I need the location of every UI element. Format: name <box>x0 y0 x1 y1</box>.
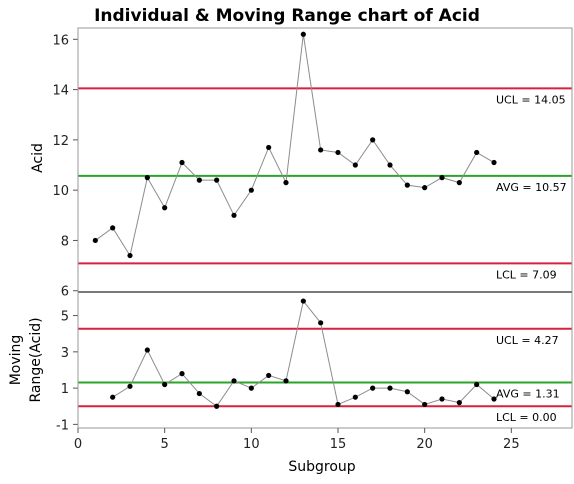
data-point <box>387 162 393 168</box>
limit-label: LCL = 7.09 <box>496 268 557 281</box>
data-point <box>404 182 410 188</box>
data-point <box>162 205 168 211</box>
data-point <box>456 400 462 406</box>
data-point <box>196 177 202 183</box>
limit-label: AVG = 1.31 <box>496 387 560 400</box>
data-point <box>474 381 480 388</box>
y-tick-label: 16 <box>52 33 69 48</box>
data-point <box>92 237 98 244</box>
y-tick-label: 14 <box>52 84 69 99</box>
y-tick-label: 3 <box>61 346 69 361</box>
data-point <box>318 320 324 326</box>
y-tick-label: 1 <box>61 382 69 397</box>
x-tick-label: 10 <box>243 437 260 452</box>
x-tick-label: 15 <box>330 437 347 452</box>
series-line <box>95 34 495 257</box>
data-point <box>491 396 497 402</box>
moving-range-y-axis-label-line2: Range(Acid) <box>28 317 44 402</box>
data-point <box>474 149 480 156</box>
data-point <box>214 177 220 183</box>
data-point <box>266 372 272 379</box>
data-point <box>404 389 410 395</box>
data-point <box>370 137 376 143</box>
moving-range-panel: -1 1 3 5 UCL = 4.27 AVG = 1.31 LCL = 0.00 <box>56 291 573 433</box>
y-tick-label: -1 <box>56 418 69 433</box>
panel-frame <box>77 27 573 293</box>
data-point <box>439 396 445 402</box>
data-point <box>283 180 289 186</box>
data-point <box>335 149 341 156</box>
moving-range-y-axis-label-line1: Moving <box>8 335 24 386</box>
data-point <box>370 385 376 391</box>
chart-title: Individual & Moving Range chart of Acid <box>94 6 480 26</box>
data-point <box>352 394 358 400</box>
individual-panel: 6 8 10 12 14 16 UCL = 14.05 AVG = 10.57 LCL = 7.… <box>52 27 573 300</box>
data-point <box>248 187 254 193</box>
limit-label: UCL = 14.05 <box>496 93 566 106</box>
data-point <box>179 159 185 166</box>
data-point <box>266 144 272 151</box>
data-point <box>422 401 428 408</box>
y-tick-label: 5 <box>61 310 69 325</box>
x-tick-label: 5 <box>161 437 169 452</box>
limit-label: AVG = 10.57 <box>496 181 567 194</box>
data-point <box>422 185 428 191</box>
data-point <box>144 175 150 181</box>
data-point <box>231 378 237 384</box>
data-point <box>300 298 306 304</box>
data-point <box>300 31 306 37</box>
data-point <box>439 175 445 181</box>
x-tick-label: 25 <box>503 437 520 452</box>
data-point <box>127 252 133 259</box>
data-point <box>196 390 202 397</box>
limit-label: UCL = 4.27 <box>496 334 559 347</box>
data-point <box>456 180 462 186</box>
data-point <box>127 383 133 389</box>
individual-y-axis-label: Acid <box>30 143 46 173</box>
data-point <box>491 159 497 166</box>
y-tick-label: 6 <box>61 285 69 300</box>
limit-label: LCL = 0.00 <box>496 411 557 424</box>
data-point <box>248 385 254 391</box>
data-point <box>162 381 168 388</box>
y-tick-label: 10 <box>52 184 69 199</box>
data-point <box>214 403 220 409</box>
y-tick-label: 12 <box>52 134 69 149</box>
x-tick-label: 0 <box>74 437 82 452</box>
data-point <box>318 147 324 153</box>
data-point <box>387 385 393 391</box>
series-line <box>112 299 495 407</box>
x-tick-label: 20 <box>416 437 433 452</box>
x-axis-label: Subgroup <box>288 459 355 475</box>
data-point <box>144 347 150 353</box>
data-point <box>335 401 341 408</box>
data-point <box>179 371 185 377</box>
data-point <box>110 225 116 231</box>
data-point <box>231 212 237 218</box>
y-tick-label: 8 <box>61 234 69 249</box>
data-point <box>283 378 289 384</box>
data-point <box>110 394 116 400</box>
data-point <box>352 162 358 168</box>
